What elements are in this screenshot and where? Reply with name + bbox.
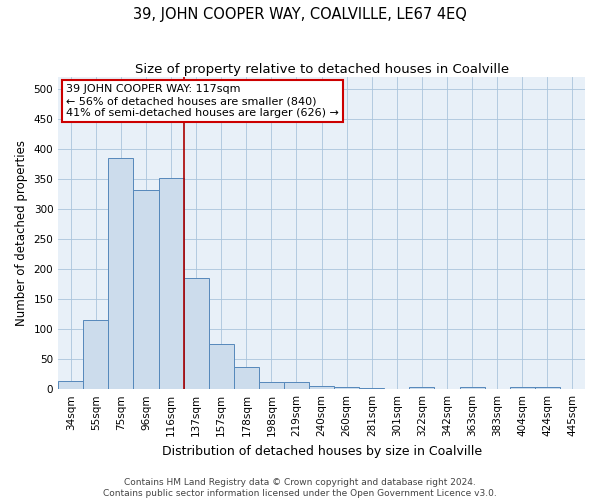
- Bar: [284, 382, 309, 389]
- Text: 39 JOHN COOPER WAY: 117sqm
← 56% of detached houses are smaller (840)
41% of sem: 39 JOHN COOPER WAY: 117sqm ← 56% of deta…: [66, 84, 339, 117]
- Bar: [510, 388, 535, 389]
- Bar: [334, 388, 359, 389]
- Bar: [359, 388, 385, 389]
- Bar: [109, 158, 133, 389]
- Y-axis label: Number of detached properties: Number of detached properties: [15, 140, 28, 326]
- Text: 39, JOHN COOPER WAY, COALVILLE, LE67 4EQ: 39, JOHN COOPER WAY, COALVILLE, LE67 4EQ: [133, 8, 467, 22]
- X-axis label: Distribution of detached houses by size in Coalville: Distribution of detached houses by size …: [161, 444, 482, 458]
- Title: Size of property relative to detached houses in Coalville: Size of property relative to detached ho…: [134, 62, 509, 76]
- Bar: [234, 367, 259, 389]
- Bar: [535, 388, 560, 389]
- Bar: [409, 388, 434, 389]
- Bar: [83, 320, 109, 389]
- Bar: [259, 382, 284, 389]
- Text: Contains HM Land Registry data © Crown copyright and database right 2024.
Contai: Contains HM Land Registry data © Crown c…: [103, 478, 497, 498]
- Bar: [460, 388, 485, 389]
- Bar: [184, 278, 209, 389]
- Bar: [209, 344, 234, 389]
- Bar: [309, 386, 334, 389]
- Bar: [58, 382, 83, 389]
- Bar: [158, 178, 184, 389]
- Bar: [133, 190, 158, 389]
